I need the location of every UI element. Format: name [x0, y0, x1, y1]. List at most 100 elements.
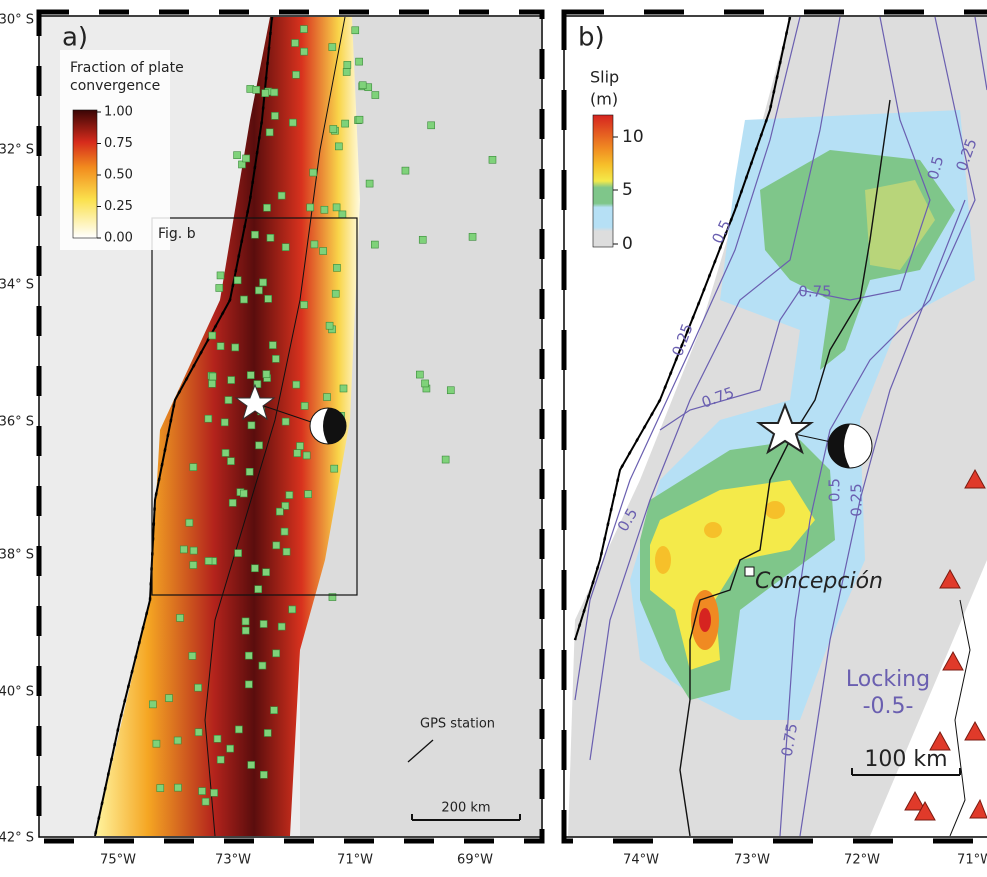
- gps-station: [262, 90, 269, 97]
- gps-station: [242, 627, 249, 634]
- gps-station: [255, 287, 262, 294]
- gps-station: [190, 562, 197, 569]
- gps-station: [342, 120, 349, 127]
- gps-station: [272, 355, 279, 362]
- gps-station: [205, 557, 212, 564]
- gps-station: [297, 443, 304, 450]
- gps-station: [190, 547, 197, 554]
- gps-station: [286, 492, 293, 499]
- gps-station: [273, 542, 280, 549]
- gps-station: [352, 27, 359, 34]
- gps-station: [330, 125, 337, 132]
- colorbar-title: convergence: [70, 78, 160, 94]
- gps-station: [366, 180, 373, 187]
- gps-station: [428, 122, 435, 129]
- gps-station: [157, 785, 164, 792]
- gps-station: [331, 465, 338, 472]
- contour-label: 0.5: [826, 478, 844, 502]
- colorbar-tick-label: 10: [622, 127, 644, 147]
- gps-station: [235, 550, 242, 557]
- gps-station: [271, 707, 278, 714]
- gps-station: [260, 621, 267, 628]
- gps-station: [289, 119, 296, 126]
- gps-station: [216, 284, 223, 291]
- colorbar-title: (m): [590, 90, 618, 109]
- gps-station: [416, 371, 423, 378]
- gps-station: [174, 737, 181, 744]
- gps-station: [209, 380, 216, 387]
- slip-peak: [699, 608, 711, 632]
- colorbar: [593, 115, 613, 247]
- gps-station: [326, 322, 333, 329]
- gps-station: [273, 650, 280, 657]
- gps-station: [263, 371, 270, 378]
- gps-station: [186, 519, 193, 526]
- lon-label: 71°W: [957, 853, 987, 868]
- lat-label: 40° S: [0, 685, 34, 700]
- box-label: Fig. b: [158, 226, 196, 242]
- gps-station: [264, 204, 271, 211]
- gps-station: [289, 606, 296, 613]
- lon-label: 73°W: [215, 853, 251, 868]
- colorbar-tick-label: 0.50: [104, 168, 133, 183]
- lat-label: 36° S: [0, 415, 34, 430]
- colorbar-tick-label: 1.00: [104, 105, 133, 120]
- gps-station: [282, 244, 289, 251]
- gps-station: [227, 745, 234, 752]
- gps-station: [263, 569, 270, 576]
- gps-station: [259, 662, 266, 669]
- colorbar-title: Fraction of plate: [70, 60, 184, 76]
- gps-station: [301, 402, 308, 409]
- gps-station: [271, 112, 278, 119]
- gps-station: [447, 387, 454, 394]
- gps-station: [278, 623, 285, 630]
- gps-station: [303, 452, 310, 459]
- gps-station: [359, 82, 366, 89]
- gps-station: [300, 26, 307, 33]
- gps-station: [294, 450, 301, 457]
- gps-station: [245, 652, 252, 659]
- lon-label: 71°W: [337, 853, 373, 868]
- figure: a) Fraction of plate convergence Fig. b …: [0, 0, 987, 873]
- gps-station: [234, 277, 241, 284]
- city-marker: [745, 567, 754, 576]
- gps-station: [260, 771, 267, 778]
- gps-station: [419, 236, 426, 243]
- gps-station: [278, 192, 285, 199]
- gps-station: [305, 491, 312, 498]
- lat-label: 42° S: [0, 831, 34, 846]
- gps-station: [489, 156, 496, 163]
- gps-station: [442, 456, 449, 463]
- gps-station: [333, 204, 340, 211]
- gps-station: [469, 233, 476, 240]
- gps-station: [235, 726, 242, 733]
- gps-station: [221, 419, 228, 426]
- gps-station: [229, 499, 236, 506]
- gps-station: [225, 397, 232, 404]
- gps-station: [217, 272, 224, 279]
- gps-station: [301, 48, 308, 55]
- gps-station: [281, 528, 288, 535]
- gps-station: [324, 394, 331, 401]
- gps-station: [332, 290, 339, 297]
- gps-station: [343, 68, 350, 75]
- lon-label: 74°W: [623, 853, 659, 868]
- gps-station: [211, 789, 218, 796]
- gps-station: [269, 342, 276, 349]
- gps-station: [371, 241, 378, 248]
- colorbar: [73, 110, 97, 238]
- gps-station: [265, 295, 272, 302]
- gps-station: [310, 169, 317, 176]
- gps-station: [243, 155, 250, 162]
- colorbar-tick-label: 0.75: [104, 136, 133, 151]
- colorbar-tick-label: 0.00: [104, 231, 133, 246]
- gps-station: [320, 248, 327, 255]
- gps-station: [214, 735, 221, 742]
- gps-station: [251, 231, 258, 238]
- gps-station: [180, 546, 187, 553]
- gps-station: [282, 418, 289, 425]
- gps-station: [267, 234, 274, 241]
- gps-station: [356, 116, 363, 123]
- gps-station: [248, 761, 255, 768]
- panel-label: a): [62, 23, 88, 53]
